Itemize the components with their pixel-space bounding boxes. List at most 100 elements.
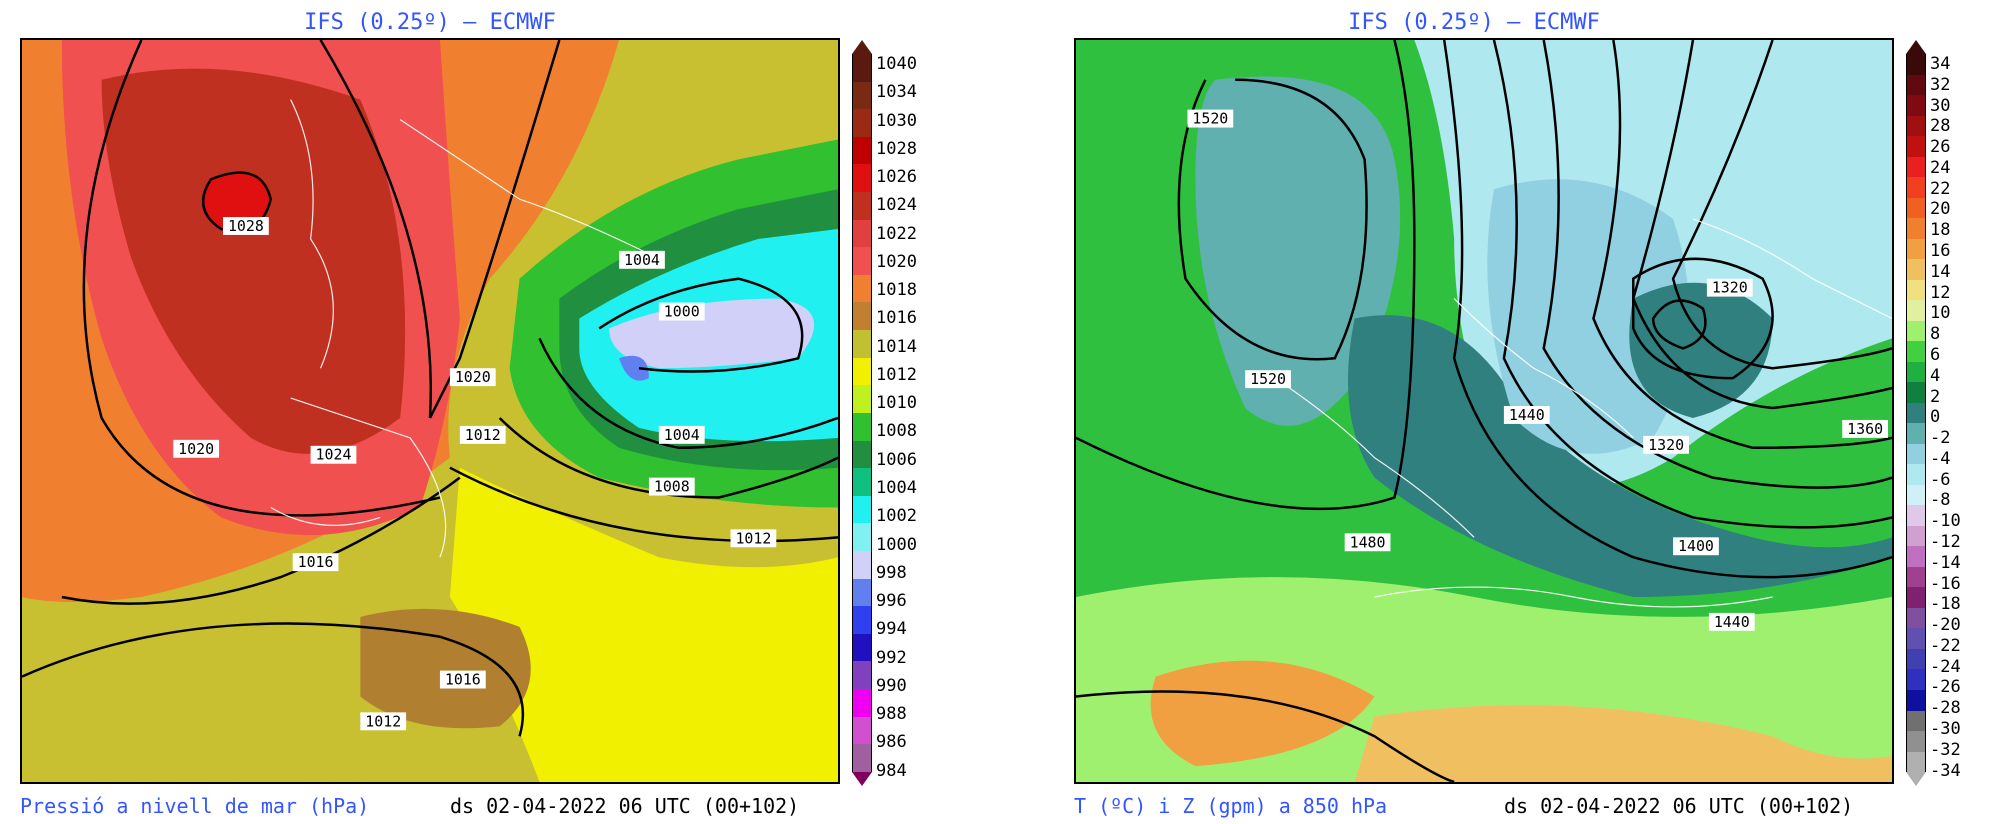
colorbar-tick-label: -12 [1930, 531, 1961, 552]
coastline [290, 397, 447, 558]
colorbar-segment [853, 412, 871, 441]
colorbar-segment [1907, 259, 1925, 280]
label-bg [310, 445, 357, 464]
isobar-line [61, 476, 461, 605]
colorbar-tick-label: 26 [1930, 137, 1951, 158]
colorbar-tick-label: -14 [1930, 552, 1961, 573]
colorbar-tick-label: -10 [1930, 511, 1961, 532]
panel-title: IFS (0.25º) – ECMWF [1348, 10, 1600, 35]
colorbar-tick-label: -28 [1930, 698, 1961, 719]
colorbar-segment [1907, 423, 1925, 444]
contour-label: 1012 [465, 426, 501, 444]
colorbar-segment [853, 578, 871, 607]
contour-label: 1440 [1509, 406, 1545, 424]
colorbar-segment [1907, 464, 1925, 485]
isobar-line [538, 337, 838, 450]
temperature-colorbar [1906, 40, 1926, 786]
field-warm-2 [1150, 660, 1375, 767]
colorbar-segment [1907, 197, 1925, 219]
height-line [1542, 40, 1892, 489]
colorbar-tick-label: 14 [1930, 261, 1951, 282]
colorbar-tick-label: -4 [1930, 448, 1951, 469]
colorbar-tick-label: -8 [1930, 490, 1951, 511]
colorbar-tick-label: 1026 [876, 167, 917, 188]
contour-label: 1028 [228, 217, 264, 235]
label-bg [1643, 435, 1689, 454]
colorbar-segment [1907, 361, 1925, 383]
temperature-map-svg: 1520 1520 1320 1440 1320 1360 1480 1400 … [1076, 40, 1892, 782]
colorbar-tick-label: 4 [1930, 365, 1941, 386]
coastline [1374, 586, 1773, 608]
colorbar-segment [1907, 751, 1925, 773]
coastline [1274, 377, 1475, 538]
field-cold-1 [1195, 76, 1401, 426]
colorbar-segment [853, 109, 871, 137]
pressure-colorbar [852, 40, 872, 786]
colorbar-tick-label: 998 [876, 562, 907, 583]
contour-label: 1016 [298, 553, 334, 571]
colorbar-tick-label: 988 [876, 704, 907, 725]
colorbar-tick-label: -30 [1930, 719, 1961, 739]
coastline [1453, 298, 1634, 439]
colorbar-tick-label: -24 [1930, 656, 1961, 677]
colorbar-tick-label: 1010 [876, 393, 917, 414]
variable-label: Pressió a nivell de mar (hPa) [20, 794, 370, 818]
colorbar-stack [852, 54, 872, 772]
isobar-line [319, 40, 432, 419]
height-contours [1076, 40, 1892, 782]
label-bg [1187, 109, 1234, 128]
colorbar-segment [1907, 710, 1925, 732]
temperature-colorbar-labels: 34 32 30 28 26 24 22 20 18 16 14 12 10 8 6 4 2 0 -2 -4 -6 -8-… [1930, 56, 1990, 780]
temperature-map: 1520 1520 1320 1440 1320 1360 1480 1400 … [1074, 38, 1894, 784]
colorbar-segment [853, 550, 871, 579]
colorbar-segment [1907, 689, 1925, 711]
colorbar-segment [853, 192, 871, 220]
colorbar-segment [1907, 669, 1925, 690]
colorbar-segment [853, 495, 871, 524]
isobar-line [428, 40, 561, 419]
height-line [1442, 40, 1892, 579]
contour-label: 1004 [664, 426, 700, 444]
colorbar-segment [853, 744, 871, 772]
colorbar-tick-label: -34 [1930, 760, 1961, 781]
label-bg [648, 477, 695, 496]
colorbar-segment [853, 54, 871, 82]
colorbar-segment [853, 606, 871, 634]
colorbar-tick-label: 994 [876, 619, 907, 640]
height-line [1076, 690, 1455, 782]
contour-labels: 1028 1020 1024 1020 1012 1004 1000 1004 … [173, 217, 777, 730]
label-bg [1503, 406, 1550, 424]
contour-label: 1360 [1847, 420, 1883, 438]
colorbar-segment [853, 219, 871, 248]
colorbar-tick-label: 1014 [876, 336, 917, 357]
label-bg [619, 250, 665, 269]
colorbar-tick-label: 0 [1930, 407, 1941, 428]
colorbar-tick-label: 1000 [876, 534, 917, 555]
panel-title: IFS (0.25º) – ECMWF [304, 10, 556, 35]
colorbar-tick-label: -20 [1930, 615, 1961, 636]
pressure-panel: IFS (0.25º) – ECMWF [0, 0, 1000, 824]
contour-label: 1024 [316, 446, 352, 464]
colorbar-tick-label: 22 [1930, 178, 1951, 199]
colorbar-tick-label: 6 [1930, 344, 1941, 365]
contour-label: 1320 [1712, 279, 1748, 297]
isobar-line [449, 466, 838, 543]
colorbar-tick-label: -18 [1930, 594, 1961, 615]
colorbar-segment [853, 385, 871, 413]
field-cold-4 [1487, 179, 1689, 454]
field-1012 [449, 467, 838, 782]
height-line [1632, 257, 1774, 380]
label-bg [223, 217, 269, 235]
label-bg [658, 302, 705, 321]
isobar-line [498, 417, 838, 499]
field-1028 [203, 172, 271, 231]
field-996 [619, 355, 649, 381]
colorbar-segment [1907, 177, 1925, 198]
colorbar-arrow-down [1906, 772, 1926, 786]
colorbar-tick-label: 1016 [876, 308, 917, 329]
run-timestamp: ds 02-04-2022 06 UTC (00+102) [1504, 794, 1854, 818]
colorbar-segment [1907, 382, 1925, 403]
colorbar-tick-label: 1040 [876, 54, 917, 74]
colorbar-segment [1907, 648, 1925, 670]
label-bg [439, 670, 486, 689]
